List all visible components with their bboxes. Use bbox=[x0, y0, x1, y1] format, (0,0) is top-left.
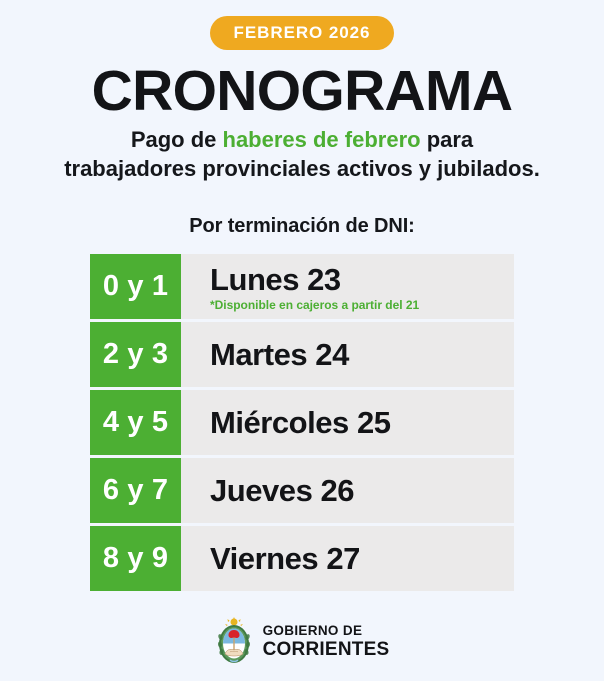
gov-line-2: CORRIENTES bbox=[262, 638, 390, 660]
schedule-table: 0 y 1 Lunes 23 *Disponible en cajeros a … bbox=[90, 254, 514, 592]
footer-logo: GOBIERNO DE CORRIENTES bbox=[215, 617, 390, 665]
day-name: Miércoles 25 bbox=[210, 405, 391, 441]
subtitle-prefix: Pago de bbox=[130, 127, 223, 153]
table-row: 0 y 1 Lunes 23 *Disponible en cajeros a … bbox=[90, 254, 514, 320]
table-row: 8 y 9 Viernes 27 bbox=[90, 526, 514, 592]
table-row: 4 y 5 Miércoles 25 bbox=[90, 390, 514, 456]
dni-cell: 8 y 9 bbox=[90, 526, 181, 592]
day-note: *Disponible en cajeros a partir del 21 bbox=[210, 297, 420, 312]
day-cell: Lunes 23 *Disponible en cajeros a partir… bbox=[181, 254, 514, 319]
page-subtitle: Pago de haberes de febrero para trabajad… bbox=[64, 126, 540, 183]
dni-cell: 6 y 7 bbox=[90, 458, 181, 524]
dni-cell: 2 y 3 bbox=[90, 322, 181, 388]
table-row: 2 y 3 Martes 24 bbox=[90, 322, 514, 388]
day-name: Jueves 26 bbox=[210, 473, 355, 509]
day-cell: Miércoles 25 bbox=[181, 390, 514, 455]
table-row: 6 y 7 Jueves 26 bbox=[90, 458, 514, 524]
day-cell: Jueves 26 bbox=[181, 458, 514, 523]
government-name: GOBIERNO DE CORRIENTES bbox=[263, 624, 390, 659]
argentina-coat-of-arms-icon bbox=[217, 617, 250, 664]
dni-cell: 4 y 5 bbox=[90, 390, 181, 456]
day-cell: Viernes 27 bbox=[181, 526, 514, 591]
section-label: Por terminación de DNI: bbox=[189, 215, 415, 238]
subtitle-highlight: haberes de febrero bbox=[222, 127, 421, 153]
month-badge: FEBRERO 2026 bbox=[209, 16, 395, 50]
dni-cell: 0 y 1 bbox=[90, 254, 181, 320]
subtitle-line2: trabajadores provinciales activos y jubi… bbox=[64, 155, 540, 181]
day-name: Lunes 23 bbox=[210, 262, 341, 298]
day-cell: Martes 24 bbox=[181, 322, 514, 387]
day-name: Viernes 27 bbox=[210, 541, 360, 577]
page-title: CRONOGRAMA bbox=[91, 59, 513, 123]
subtitle-suffix: para bbox=[420, 127, 474, 153]
day-name: Martes 24 bbox=[210, 337, 349, 373]
gov-line-1: GOBIERNO DE bbox=[262, 623, 363, 639]
